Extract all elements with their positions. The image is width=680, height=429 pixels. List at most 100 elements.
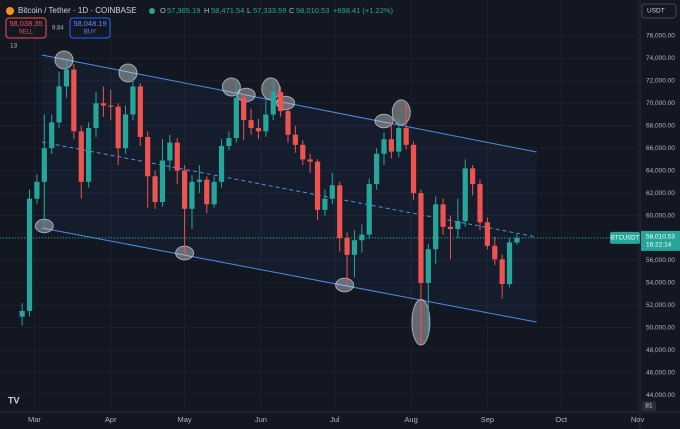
- candle-body: [63, 69, 70, 87]
- candle-body: [145, 136, 151, 177]
- candle-body: [292, 134, 298, 145]
- candle-body: [248, 120, 254, 128]
- h-value: 58,471.54: [211, 6, 244, 15]
- candle-body: [418, 193, 424, 283]
- y-tick-label: 62,000.00: [646, 190, 675, 197]
- status-dot: [149, 8, 155, 14]
- candle-body: [506, 242, 513, 285]
- o-label: O: [160, 6, 166, 15]
- candle-body: [182, 170, 188, 209]
- candle-body: [108, 105, 114, 107]
- y-tick-label: 56,000.00: [646, 257, 675, 264]
- y-tick-label: 66,000.00: [646, 145, 675, 152]
- candle-body: [122, 114, 129, 149]
- x-tick-label: Oct: [555, 415, 568, 424]
- o-value: 57,365.19: [167, 6, 200, 15]
- candle-body: [307, 159, 313, 162]
- channel-fill: [41, 55, 537, 323]
- x-tick-label: May: [178, 415, 192, 424]
- candle-body: [174, 142, 180, 171]
- candle-body: [167, 142, 173, 161]
- candle-body: [189, 181, 195, 209]
- candle-body: [26, 198, 33, 311]
- candle-body: [93, 103, 99, 128]
- candle-body: [403, 127, 409, 145]
- candle-body: [359, 234, 365, 241]
- badge-label: 81: [645, 403, 653, 410]
- candle-body: [374, 153, 380, 185]
- x-tick-label: Aug: [404, 415, 417, 424]
- currency-select[interactable]: [641, 3, 677, 19]
- y-tick-label: 48,000.00: [646, 347, 675, 354]
- y-tick-label: 50,000.00: [646, 325, 675, 332]
- x-tick-label: Sep: [481, 415, 494, 424]
- candle-body: [226, 138, 232, 146]
- candle-body: [344, 237, 350, 255]
- c-value: 58,010.53: [296, 6, 329, 15]
- candle-body: [86, 127, 92, 182]
- highlight: [374, 113, 394, 129]
- x-tick-label: Nov: [631, 415, 645, 424]
- channel-upper: [41, 54, 537, 153]
- y-tick-label: 44,000.00: [646, 392, 675, 399]
- y-tick-label: 68,000.00: [646, 122, 675, 129]
- buy-button[interactable]: [69, 17, 111, 39]
- candle-body: [329, 185, 335, 199]
- l-label: L: [247, 6, 251, 15]
- candle-body: [41, 148, 47, 182]
- candle-body: [322, 198, 328, 210]
- sell-label: SELL: [19, 30, 34, 36]
- candle-body: [137, 86, 143, 137]
- indicator-count[interactable]: 13: [10, 43, 18, 50]
- candle-body: [499, 259, 505, 285]
- y-tick-label: 52,000.00: [646, 302, 675, 309]
- l-value: 57,333.59: [253, 6, 286, 15]
- symbol-tag-label: BTCUSDT: [611, 235, 640, 241]
- y-tick-label: 64,000.00: [646, 167, 675, 174]
- candle-body: [263, 114, 269, 132]
- sell-price: 58,038.35: [9, 19, 42, 28]
- symbol[interactable]: Bitcoin / Tether · 1D · COINBASE: [18, 6, 137, 15]
- y-tick-label: 74,000.00: [646, 55, 675, 62]
- sell-button[interactable]: [5, 17, 47, 39]
- candle-body: [314, 161, 321, 210]
- c-label: C: [289, 6, 295, 15]
- candle-body: [218, 145, 225, 182]
- candle-body: [56, 86, 62, 123]
- change: +698.41 (+1.22%): [333, 6, 394, 15]
- highlight: [391, 99, 411, 126]
- candle-body: [477, 184, 483, 223]
- channel-lower: [41, 227, 537, 323]
- candle-body: [49, 122, 55, 149]
- symbol-icon: [6, 7, 14, 15]
- candle-body: [255, 127, 262, 132]
- candle-body: [492, 245, 498, 260]
- candle-body: [462, 168, 468, 222]
- candle-body: [381, 139, 387, 154]
- candle-body: [455, 221, 461, 230]
- badge: [642, 401, 656, 411]
- y-tick-label: 72,000.00: [646, 78, 675, 85]
- candle-body: [484, 222, 490, 246]
- countdown: 16:22:14: [646, 242, 672, 249]
- candle-body: [514, 237, 520, 243]
- x-tick-label: Mar: [28, 415, 41, 424]
- candle-body: [470, 168, 476, 185]
- candle-body: [159, 160, 166, 203]
- candle-body: [233, 97, 239, 139]
- candle-body: [440, 204, 446, 227]
- buy-label: BUY: [84, 30, 96, 36]
- candle-body: [130, 86, 136, 115]
- logo: TV: [8, 395, 20, 405]
- candle-body: [211, 181, 217, 205]
- highlight: [54, 50, 74, 70]
- candle-body: [433, 204, 439, 250]
- y-tick-label: 54,000.00: [646, 280, 675, 287]
- x-tick-label: Apr: [105, 415, 117, 424]
- candle-body: [270, 92, 276, 115]
- candle-body: [71, 69, 77, 132]
- y-tick-label: 76,000.00: [646, 33, 675, 40]
- price-tag: [641, 230, 680, 251]
- highlight: [335, 277, 355, 293]
- y-tick-label: 46,000.00: [646, 369, 675, 376]
